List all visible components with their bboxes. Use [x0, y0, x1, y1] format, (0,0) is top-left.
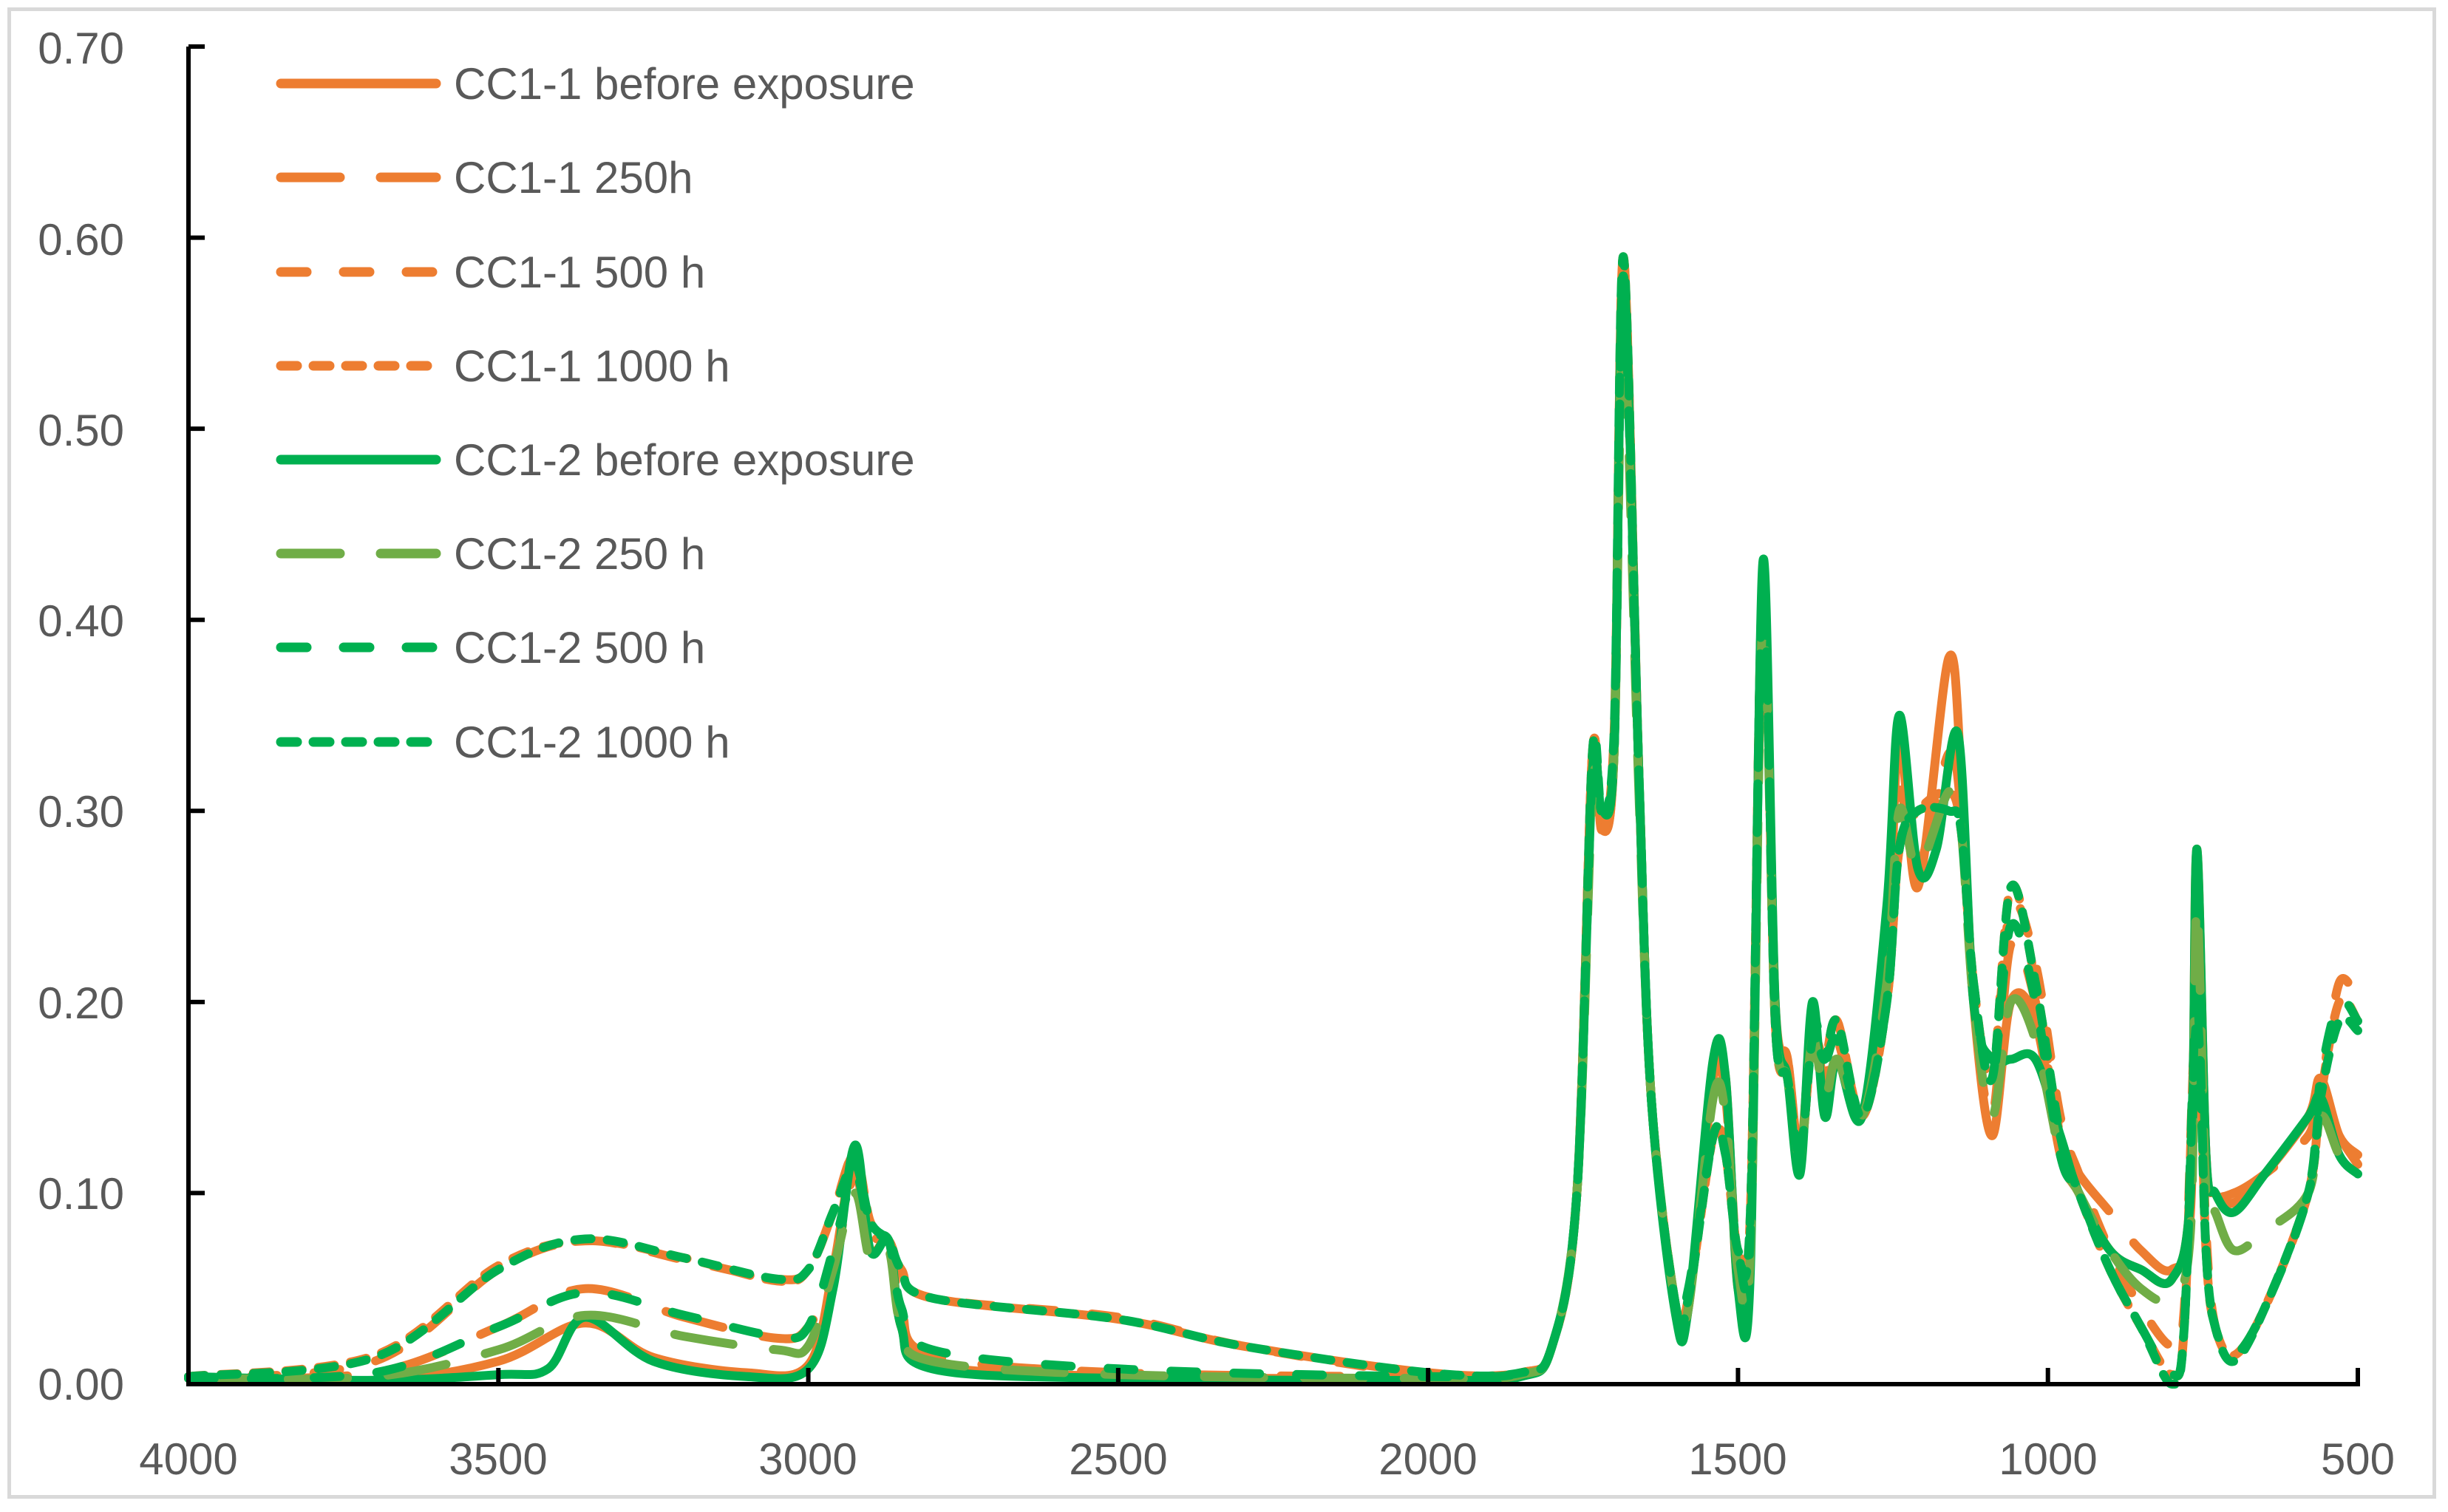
legend: CC1-1 before exposure CC1-1 250h CC1-1 5… — [276, 59, 915, 767]
y-tick-label: 0.10 — [38, 1169, 124, 1219]
x-tick-label: 1000 — [1999, 1434, 2097, 1484]
series-line — [184, 252, 2362, 1389]
legend-item[interactable]: CC1-1 1000 h — [276, 341, 730, 391]
y-tick-label: 0.00 — [38, 1360, 124, 1409]
y-tick-label: 0.70 — [38, 24, 124, 73]
legend-label: CC1-1 250h — [454, 153, 693, 202]
legend-item[interactable]: CC1-1 before exposure — [276, 59, 915, 109]
y-tick-label: 0.60 — [38, 215, 124, 265]
legend-label: CC1-2 250 h — [454, 529, 705, 579]
x-tick-label: 3000 — [758, 1434, 857, 1484]
y-tick-label: 0.20 — [38, 978, 124, 1028]
series-line — [184, 328, 2362, 1384]
legend-item[interactable]: CC1-2 before exposure — [276, 435, 915, 485]
legend-item[interactable]: CC1-2 250 h — [276, 529, 705, 579]
x-tick-label: 3500 — [449, 1434, 547, 1484]
x-tick-label: 500 — [2321, 1434, 2395, 1484]
x-tick-label: 1500 — [1688, 1434, 1786, 1484]
legend-item[interactable]: CC1-2 500 h — [276, 623, 705, 672]
legend-item[interactable]: CC1-2 1000 h — [276, 718, 730, 767]
x-tick-label: 2500 — [1069, 1434, 1167, 1484]
x-tick-label: 4000 — [139, 1434, 237, 1484]
y-tick-label: 0.50 — [38, 406, 124, 455]
y-axis-ticks — [188, 44, 205, 1386]
legend-label: CC1-1 500 h — [454, 248, 705, 297]
series-line — [184, 252, 2362, 1383]
legend-item[interactable]: CC1-1 500 h — [276, 248, 705, 297]
plot-area — [184, 252, 2362, 1389]
legend-label: CC1-2 500 h — [454, 623, 705, 672]
x-axis-ticks — [186, 1368, 2360, 1384]
x-tick-label: 2000 — [1378, 1434, 1477, 1484]
legend-label: CC1-1 1000 h — [454, 341, 730, 391]
chart-frame — [7, 7, 2436, 1499]
series-line — [184, 252, 2362, 1386]
legend-label: CC1-2 before exposure — [454, 435, 915, 485]
y-tick-label: 0.30 — [38, 787, 124, 837]
y-tick-label: 0.40 — [38, 596, 124, 646]
legend-label: CC1-1 before exposure — [454, 59, 915, 109]
legend-item[interactable]: CC1-1 250h — [276, 153, 693, 202]
legend-label: CC1-2 1000 h — [454, 718, 730, 767]
